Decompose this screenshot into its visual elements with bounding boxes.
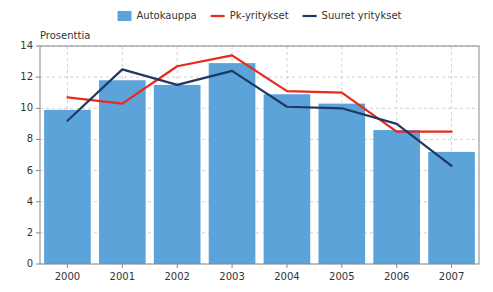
y-tick: [36, 201, 40, 202]
x-tick: [232, 264, 233, 268]
legend-swatch: [211, 15, 225, 17]
y-tick: [36, 170, 40, 171]
bar: [373, 130, 420, 264]
bar: [44, 110, 91, 264]
y-tick-label: 0: [27, 258, 33, 269]
legend-label: Pk-yritykset: [230, 10, 289, 21]
line: [67, 69, 451, 166]
legend-item: Pk-yritykset: [211, 10, 289, 21]
y-tick-label: 10: [20, 102, 33, 113]
y-tick-label: 6: [27, 165, 33, 176]
x-axis: 2000 2001 2002 2003 2004 2005 2006 2007: [55, 264, 465, 282]
x-tick: [286, 264, 287, 268]
chart-container: 0246810121420002001200220032004200520062…: [0, 0, 493, 292]
x-tick-label: 2005: [329, 271, 354, 282]
y-tick-label: 8: [27, 133, 33, 144]
legend-item: Autokauppa: [118, 10, 197, 21]
x-tick-label: 2004: [274, 271, 299, 282]
y-tick-label: 4: [27, 196, 33, 207]
x-tick: [341, 264, 342, 268]
bar: [318, 104, 365, 264]
x-tick-label: 2001: [110, 271, 135, 282]
x-tick: [451, 264, 452, 268]
bar: [428, 152, 475, 264]
y-tick-label: 12: [20, 71, 33, 82]
bar: [264, 94, 311, 264]
y-grid-line: [40, 77, 479, 78]
y-tick: [36, 77, 40, 78]
chart-svg: 0246810121420002001200220032004200520062…: [0, 0, 493, 292]
x-tick-label: 2007: [439, 271, 464, 282]
y-tick: [36, 108, 40, 109]
plot-area: [44, 55, 475, 264]
legend-swatch: [118, 11, 132, 21]
y-axis: 0 2 4 6 8 10 12 14: [20, 40, 40, 269]
plot-frame: [40, 46, 479, 264]
y-axis-label: Prosenttia: [40, 30, 90, 41]
grid: [40, 46, 479, 264]
bar: [154, 85, 201, 264]
y-tick-label: 2: [27, 227, 33, 238]
y-tick: [36, 264, 40, 265]
bar: [99, 80, 146, 264]
x-tick: [177, 264, 178, 268]
x-tick: [396, 264, 397, 268]
x-tick: [122, 264, 123, 268]
legend-swatch: [303, 15, 317, 17]
x-tick-label: 2002: [164, 271, 189, 282]
y-tick-label: 14: [20, 40, 33, 51]
x-tick-label: 2003: [219, 271, 244, 282]
y-tick: [36, 46, 40, 47]
y-tick: [36, 232, 40, 233]
x-tick-label: 2006: [384, 271, 409, 282]
legend-label: Suuret yritykset: [322, 10, 402, 21]
line: [67, 55, 451, 131]
x-tick: [67, 264, 68, 268]
bar: [209, 63, 256, 264]
legend-label: Autokauppa: [137, 10, 197, 21]
y-tick: [36, 139, 40, 140]
legend: Autokauppa Pk-yritykset Suuret yritykset: [118, 10, 402, 21]
x-tick-label: 2000: [55, 271, 80, 282]
legend-item: Suuret yritykset: [303, 10, 402, 21]
